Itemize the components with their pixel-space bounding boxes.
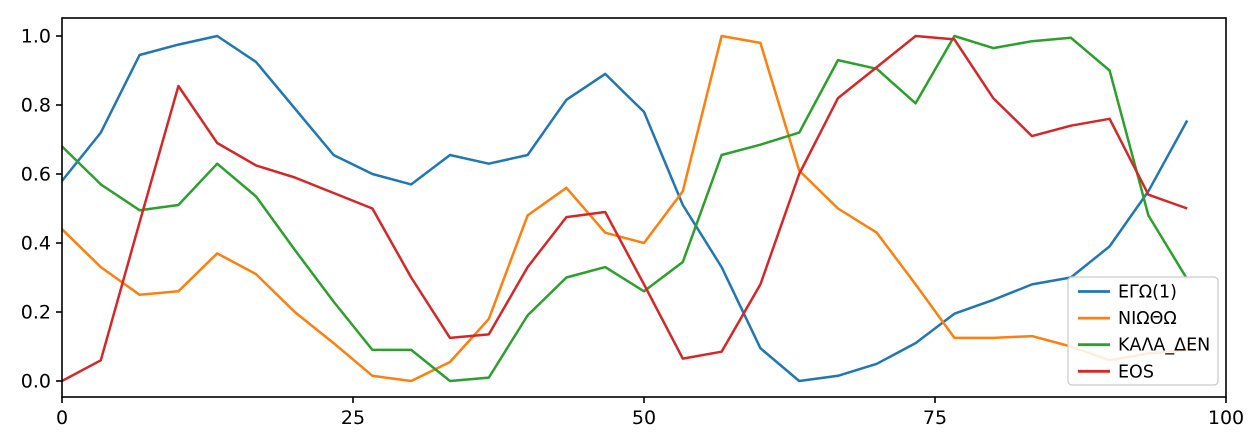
x-tick-label: 0	[56, 407, 68, 429]
y-tick-label: 0.0	[21, 371, 51, 393]
y-tick-label: 0.8	[21, 95, 51, 117]
legend-label: EOS	[1118, 362, 1154, 382]
series-line-kala-den	[61, 34, 1189, 383]
y-tick-label: 0.2	[21, 302, 51, 324]
series-line-eos	[61, 34, 1188, 383]
y-tick-label: 1.0	[21, 26, 51, 48]
legend-box	[1067, 276, 1219, 386]
x-tick-label: 75	[923, 407, 947, 429]
x-tick-label: 100	[1208, 407, 1244, 429]
series-line-niotho	[61, 34, 1188, 383]
x-tick-label: 50	[632, 407, 656, 429]
y-tick-label: 0.4	[21, 233, 51, 255]
x-tick-label: 25	[341, 407, 365, 429]
legend-label: ΕΓΩ(1)	[1118, 283, 1177, 303]
legend-label: ΚΑΛΑ_ΔΕΝ	[1118, 336, 1210, 356]
y-tick-label: 0.6	[21, 164, 51, 186]
legend-label: ΝΙΩΘΩ	[1118, 309, 1177, 329]
series-line-ego1	[61, 34, 1189, 383]
